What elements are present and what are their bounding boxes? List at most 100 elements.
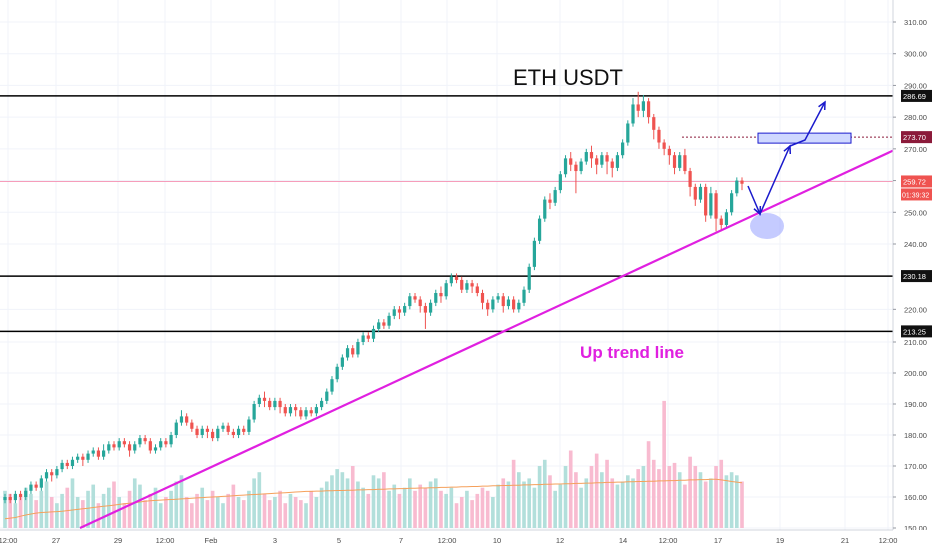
- candle-body: [236, 428, 241, 435]
- price-tick-label: 270.00: [904, 145, 927, 154]
- volume-bar: [459, 497, 464, 528]
- volume-bar: [683, 484, 687, 528]
- volume-bar: [626, 475, 630, 528]
- candle-body: [351, 348, 355, 355]
- volume-bar: [688, 456, 692, 528]
- candle-body: [558, 174, 562, 191]
- time-tick-label: 12:00: [659, 536, 678, 545]
- price-tick-label: 220.00: [904, 305, 927, 314]
- candle-body: [356, 342, 360, 355]
- candle-body: [652, 117, 656, 130]
- candle-body: [574, 164, 578, 172]
- candle-body: [252, 404, 256, 420]
- volume-bar: [169, 490, 173, 528]
- volume-bar: [340, 472, 345, 528]
- volume-bar: [257, 472, 262, 528]
- candle-body: [724, 212, 729, 225]
- trend-line-label: Up trend line: [580, 343, 684, 362]
- candle-body: [548, 199, 552, 203]
- volume-bar: [3, 490, 7, 528]
- volume-bar: [709, 478, 713, 528]
- countdown-bg: [901, 188, 932, 201]
- candle-body: [719, 218, 723, 225]
- volume-bar: [740, 481, 744, 528]
- candle-body: [273, 400, 277, 408]
- volume-bar: [215, 497, 220, 528]
- candle-body: [439, 293, 443, 297]
- volume-bar: [610, 478, 615, 528]
- candle-body: [480, 293, 485, 303]
- candle-body: [288, 407, 293, 414]
- candle-body: [44, 472, 49, 479]
- volume-bar: [101, 493, 106, 528]
- candle-body: [543, 199, 547, 219]
- candle-body: [444, 283, 448, 297]
- up-trend-line: [79, 133, 929, 529]
- candle-body: [138, 438, 142, 445]
- volume-bar: [615, 484, 620, 528]
- volume-bar: [729, 472, 734, 528]
- price-tick-label: 240.00: [904, 240, 927, 249]
- volume-bar: [158, 503, 163, 528]
- candle-body: [210, 431, 215, 439]
- volume-bar: [501, 478, 506, 528]
- candle-body: [408, 296, 412, 307]
- candle-body: [127, 444, 132, 451]
- price-labels: 286.69 273.70 259.72 01:39:32 230.18 213.25: [901, 89, 932, 338]
- candle-body: [60, 462, 64, 470]
- volume-bar: [506, 481, 511, 528]
- price-tick-label: 160.00: [904, 493, 927, 502]
- candle-body: [537, 218, 542, 241]
- volume-bar: [236, 497, 241, 528]
- candle-body: [86, 453, 90, 460]
- volume-bar: [148, 493, 153, 528]
- candle-body: [605, 155, 609, 162]
- time-tick-label: 12: [556, 536, 564, 545]
- candle-body: [688, 171, 692, 187]
- volume-bar: [319, 487, 324, 528]
- price-label-resistance-bg: [901, 89, 932, 102]
- candles: [3, 91, 744, 504]
- candle-body: [164, 441, 168, 445]
- candle-body: [491, 299, 495, 310]
- volume-bar: [408, 478, 412, 528]
- volume-bar: [677, 472, 682, 528]
- volume-bar: [356, 481, 360, 528]
- candle-body: [314, 407, 319, 414]
- time-axis-bg: [0, 530, 932, 550]
- volume-bar: [127, 490, 132, 528]
- price-label-support-low: 213.25: [903, 327, 926, 336]
- volume-bar: [278, 490, 282, 528]
- candle-body: [91, 450, 95, 454]
- volume-bar: [138, 484, 142, 528]
- candle-body: [413, 296, 417, 300]
- volume-bar: [309, 490, 314, 528]
- candle-body: [366, 335, 370, 339]
- time-tick-label: 12:00: [438, 536, 457, 545]
- candle-body: [506, 299, 511, 307]
- volume-bar: [231, 484, 236, 528]
- candle-body: [584, 152, 588, 162]
- time-axis[interactable]: 12:00 27 29 12:00 Feb 3 5 7 12:00 10 12 14 12:00 17 19…: [0, 529, 932, 550]
- volume-bars: [3, 400, 744, 528]
- horizontal-levels: [0, 95, 893, 333]
- volume-bar: [558, 484, 563, 528]
- candle-body: [465, 283, 469, 290]
- price-label-support-mid-bg: [901, 270, 932, 283]
- volume-bar: [439, 490, 443, 528]
- volume-bar: [527, 478, 532, 528]
- volume-bar: [376, 478, 381, 528]
- price-tick-label: 200.00: [904, 369, 927, 378]
- volume-bar: [485, 490, 490, 528]
- volume-bar: [361, 487, 365, 528]
- volume-bar: [241, 500, 246, 528]
- candle-body: [693, 186, 697, 200]
- candle-body: [403, 306, 407, 313]
- candle-body: [621, 142, 625, 156]
- price-tick-label: 310.00: [904, 18, 927, 27]
- volume-bar: [184, 497, 189, 528]
- candle-body: [382, 322, 386, 326]
- candle-body: [330, 379, 334, 392]
- price-label-target: 273.70: [903, 133, 926, 142]
